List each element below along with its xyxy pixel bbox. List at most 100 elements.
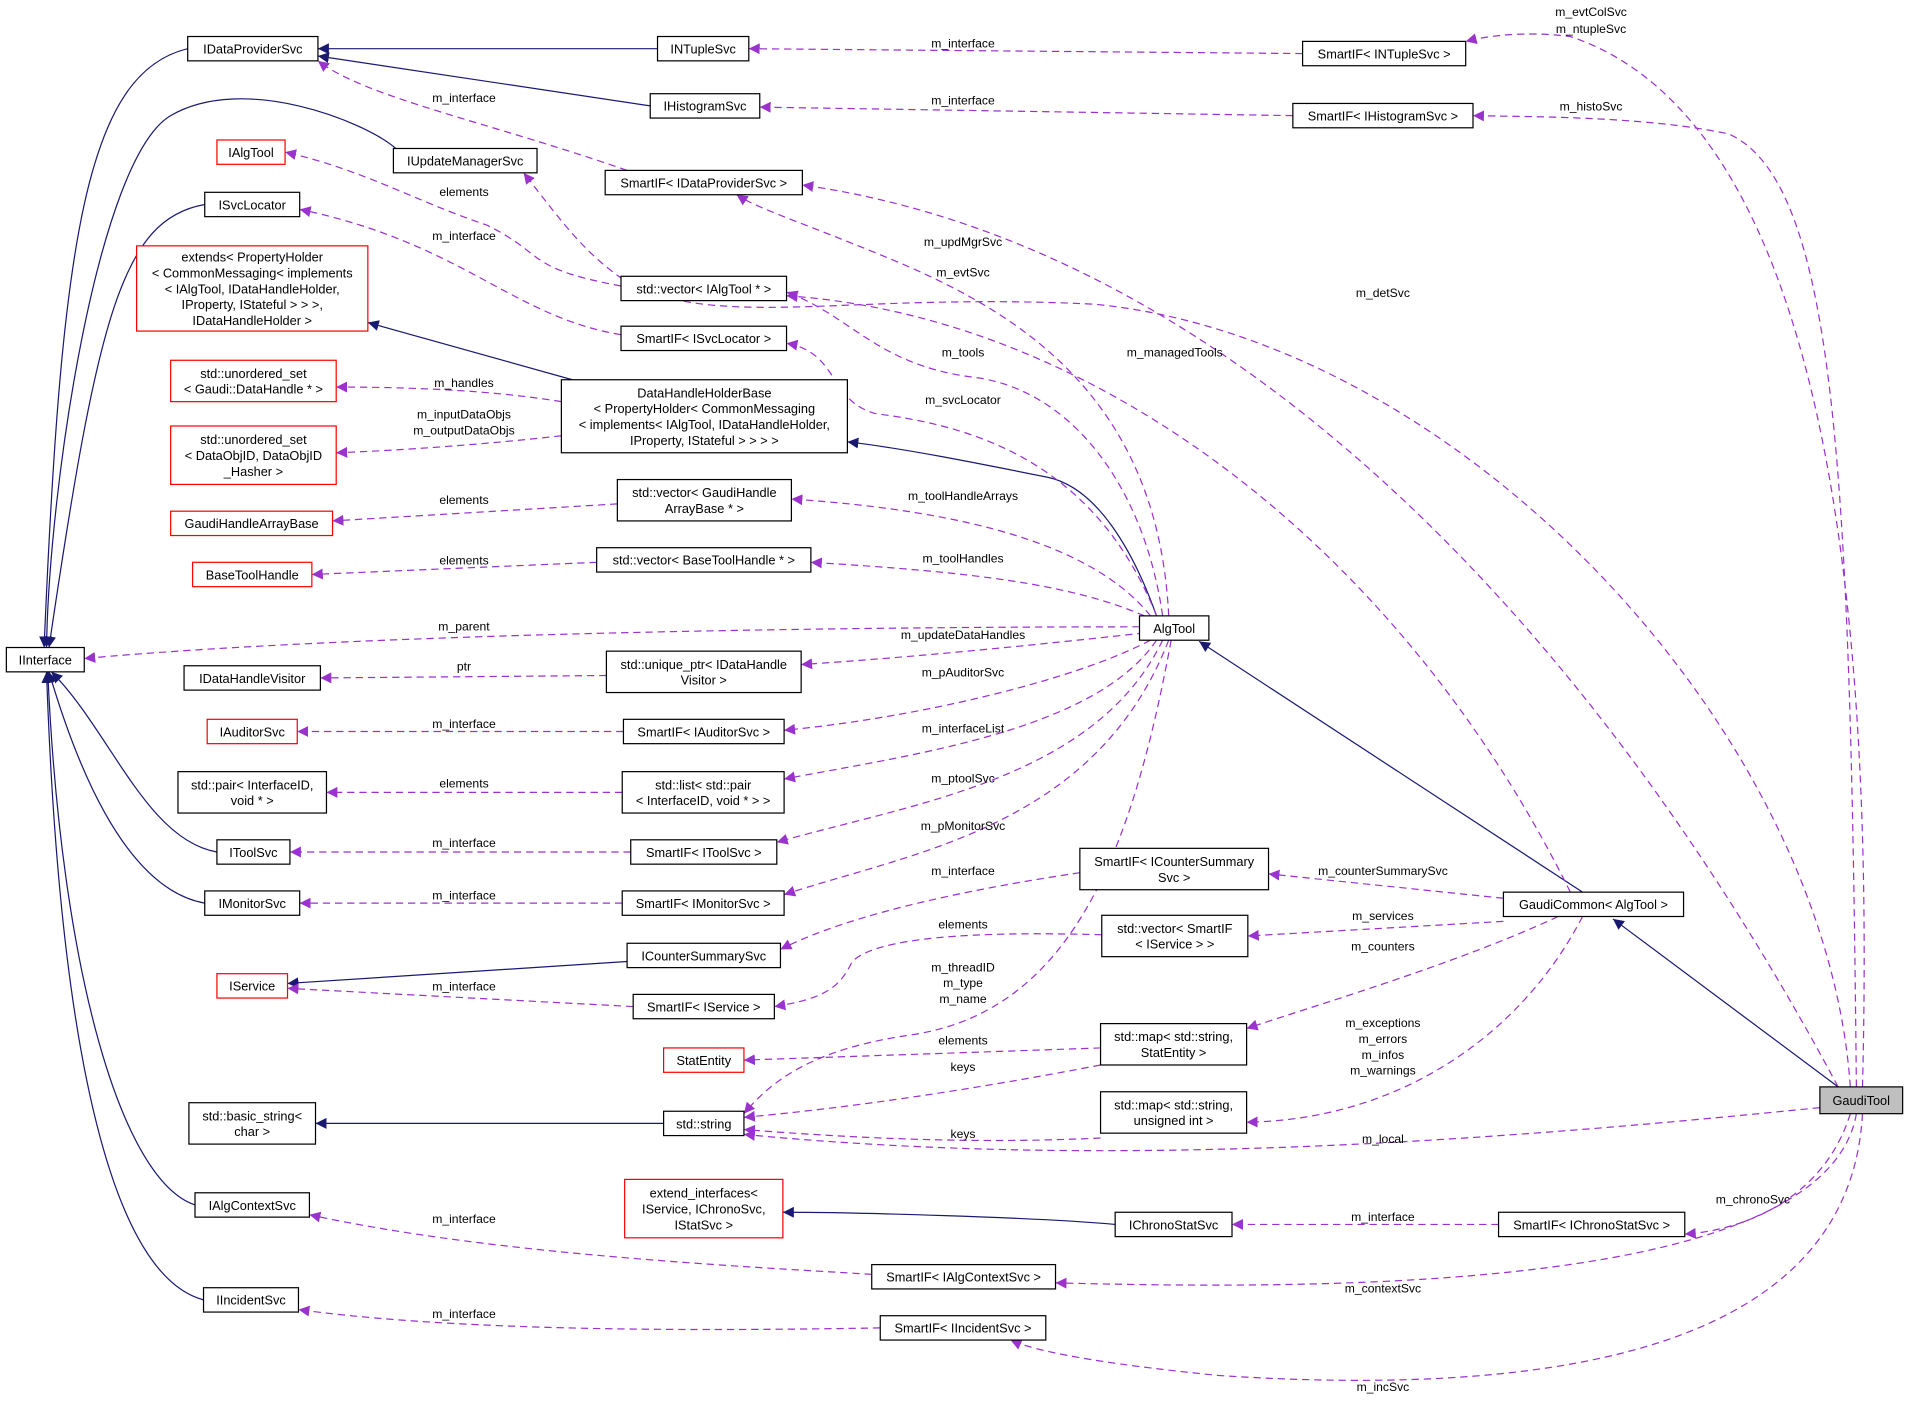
- node-box: [620, 325, 788, 352]
- node-unique-ptr[interactable]: std::unique_ptr< IDataHandleVisitor >: [605, 650, 802, 694]
- node-smartif-iincidentsvc[interactable]: SmartIF< IIncidentSvc >: [879, 1315, 1047, 1341]
- node-vector-smartif-iservice[interactable]: std::vector< SmartIF< IService > >: [1101, 914, 1249, 958]
- edge-label: m_outputDataObjs: [413, 424, 514, 438]
- node-extends[interactable]: extends< PropertyHolder< CommonMessaging…: [135, 245, 369, 332]
- node-box: [622, 718, 785, 745]
- node-datahandleholderbase[interactable]: DataHandleHolderBase< PropertyHolder< Co…: [560, 379, 849, 454]
- node-label: ISvcLocator: [219, 197, 287, 212]
- node-idataprovidersvc[interactable]: IDataProviderSvc: [187, 35, 319, 62]
- usage-edge: [784, 639, 1151, 735]
- node-box: [624, 1178, 784, 1239]
- node-basetoolhandle[interactable]: BaseToolHandle: [191, 561, 313, 588]
- node-smartif-icountersummarysvc[interactable]: SmartIF< ICounterSummarySvc >: [1079, 847, 1270, 891]
- node-box: [1292, 102, 1474, 129]
- node-gauditool[interactable]: GaudiTool: [1819, 1086, 1904, 1115]
- node-ialgcontextsvc[interactable]: IAlgContextSvc: [194, 1192, 311, 1218]
- edge-label: m_interface: [432, 1307, 496, 1321]
- node-iincidentsvc[interactable]: IIncidentSvc: [202, 1287, 300, 1313]
- node-string[interactable]: std::string: [662, 1110, 745, 1137]
- node-uset-dataobjid[interactable]: std::unordered_set< DataObjID, DataObjID…: [170, 425, 337, 486]
- usage-edge: [311, 561, 597, 580]
- node-statentity[interactable]: StatEntity: [662, 1047, 745, 1073]
- node-uset-datahandle[interactable]: std::unordered_set< Gaudi::DataHandle * …: [170, 359, 337, 403]
- node-vector-ghab[interactable]: std::vector< GaudiHandleArrayBase * >: [616, 478, 793, 522]
- usage-edge: [743, 1106, 1820, 1152]
- node-iauditorsvc[interactable]: IAuditorSvc: [206, 718, 298, 745]
- node-box: [630, 839, 778, 865]
- node-ialgtool[interactable]: IAlgTool: [216, 139, 286, 165]
- node-label: INTupleSvc: [670, 42, 736, 57]
- node-idatahandlevisitor[interactable]: IDataHandleVisitor: [183, 665, 321, 691]
- node-box: [1114, 1211, 1233, 1238]
- edge-label: m_errors: [1359, 1032, 1408, 1046]
- node-smartif-ialgcontextsvc[interactable]: SmartIF< IAlgContextSvc >: [871, 1263, 1057, 1290]
- node-smartif-intuplesvc[interactable]: SmartIF< INTupleSvc >: [1301, 40, 1467, 67]
- node-label: IDataHandleHolder >: [192, 313, 312, 328]
- node-gaudihandlearraybase[interactable]: GaudiHandleArrayBase: [170, 510, 334, 537]
- inheritance-edge: [782, 1206, 1116, 1226]
- node-vector-bth[interactable]: std::vector< BaseToolHandle * >: [596, 547, 812, 573]
- node-label: GaudiCommon< AlgTool >: [1519, 897, 1668, 912]
- node-box: [204, 191, 301, 218]
- usage-edge: [1247, 920, 1504, 941]
- usage-edge: [736, 194, 1170, 616]
- node-iinterface[interactable]: IInterface: [5, 646, 85, 673]
- node-list-pair[interactable]: std::list< std::pair< InterfaceID, void …: [621, 771, 785, 814]
- usage-edge: [1472, 110, 1858, 1087]
- edge-label: m_interface: [1351, 1210, 1415, 1224]
- node-map-statentity[interactable]: std::map< std::string,StatEntity >: [1099, 1022, 1248, 1066]
- node-pair[interactable]: std::pair< InterfaceID,void * >: [177, 771, 328, 814]
- usage-edge: [1684, 1113, 1851, 1239]
- node-itoolsvc[interactable]: IToolSvc: [216, 839, 291, 865]
- node-label: < PropertyHolder< CommonMessaging: [594, 401, 815, 416]
- edge-label: m_contextSvc: [1345, 1282, 1421, 1296]
- usage-edge: [1465, 33, 1865, 1087]
- node-extend-interfaces[interactable]: extend_interfaces<IService, IChronoSvc,I…: [624, 1178, 784, 1239]
- node-iservice[interactable]: IService: [216, 973, 289, 999]
- node-label: IInterface: [19, 653, 72, 668]
- edge-label: m_counterSummarySvc: [1318, 864, 1448, 878]
- node-isvclocator[interactable]: ISvcLocator: [204, 191, 301, 218]
- node-label: void * >: [231, 793, 274, 808]
- node-smartif-ihistogramsvc[interactable]: SmartIF< IHistogramSvc >: [1292, 102, 1474, 129]
- node-label: char >: [234, 1124, 270, 1139]
- node-algtool[interactable]: AlgTool: [1138, 615, 1210, 641]
- usage-edge: [774, 933, 1102, 1011]
- node-gaudicommon[interactable]: GaudiCommon< AlgTool >: [1502, 891, 1685, 918]
- node-iupdatemanagersvc[interactable]: IUpdateManagerSvc: [392, 147, 538, 174]
- node-box: [135, 245, 369, 332]
- node-smartif-itoolsvc[interactable]: SmartIF< IToolSvc >: [630, 839, 778, 865]
- usage-edge: [743, 1047, 1101, 1066]
- node-box: [871, 1263, 1057, 1290]
- node-smartif-isvclocator[interactable]: SmartIF< ISvcLocator >: [620, 325, 788, 352]
- node-label: IAuditorSvc: [220, 724, 286, 739]
- edge-label: m_interface: [432, 717, 496, 731]
- inheritance-edge: [367, 320, 573, 381]
- node-smartif-iauditorsvc[interactable]: SmartIF< IAuditorSvc >: [622, 718, 785, 745]
- node-imonitorsvc[interactable]: IMonitorSvc: [204, 890, 301, 916]
- edge-label: m_tools: [942, 346, 985, 360]
- node-box: [204, 890, 301, 916]
- node-basic-string[interactable]: std::basic_string<char >: [188, 1102, 317, 1145]
- node-map-uint[interactable]: std::map< std::string,unsigned int >: [1099, 1091, 1248, 1134]
- inheritance-edge: [42, 671, 196, 1206]
- node-intuplesvc[interactable]: INTupleSvc: [656, 35, 750, 62]
- node-icountersummarysvc[interactable]: ICounterSummarySvc: [626, 942, 782, 969]
- node-label: < IService > >: [1135, 937, 1214, 952]
- node-ihistogramsvc[interactable]: IHistogramSvc: [649, 93, 761, 119]
- node-label: std::vector< GaudiHandle: [632, 485, 776, 500]
- node-box: [187, 35, 319, 62]
- node-vector-ialgtool[interactable]: std::vector< IAlgTool * >: [620, 275, 788, 302]
- node-smartif-idataprovidersvc[interactable]: SmartIF< IDataProviderSvc >: [604, 169, 803, 196]
- node-smartif-imonitorsvc[interactable]: SmartIF< IMonitorSvc >: [621, 890, 785, 916]
- node-smartif-ichronostatsvc[interactable]: SmartIF< IChronoStatSvc >: [1497, 1211, 1686, 1238]
- node-box: [194, 1192, 311, 1218]
- node-box: [392, 147, 538, 174]
- node-ichronostatsvc[interactable]: IChronoStatSvc: [1114, 1211, 1233, 1238]
- usage-edge: [783, 639, 1170, 897]
- usage-edge: [780, 872, 1080, 950]
- node-smartif-iservice[interactable]: SmartIF< IService >: [632, 993, 775, 1020]
- inheritance-edge: [46, 671, 205, 904]
- node-label: std::map< std::string,: [1114, 1097, 1233, 1112]
- inheritance-edge: [45, 203, 205, 648]
